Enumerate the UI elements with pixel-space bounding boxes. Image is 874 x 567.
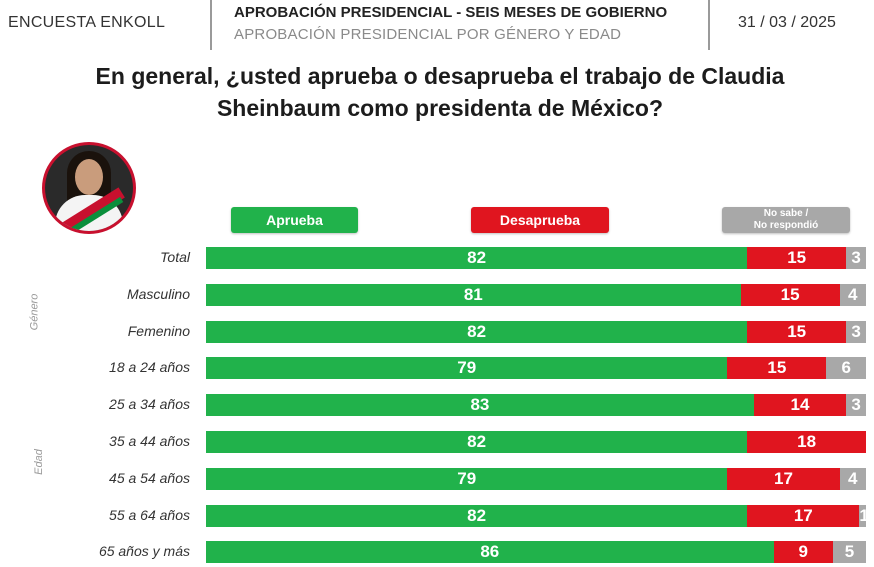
bar-segment-aprueba: [206, 504, 748, 527]
bar-segment-no-sabe: [833, 541, 866, 564]
data-label-no-sabe: 3: [851, 321, 861, 341]
bar-segment-aprueba: [206, 394, 754, 417]
bar-segment-aprueba: [206, 541, 774, 564]
header-date: 31 / 03 / 2025: [738, 14, 836, 31]
bar-segment-no-sabe: [839, 283, 866, 306]
data-label-aprueba: 79: [457, 358, 477, 378]
data-label-desaprueba: 15: [767, 358, 787, 378]
data-label-aprueba: 83: [470, 395, 490, 415]
header-divider: [210, 0, 212, 50]
bar-segment-desaprueba: [740, 283, 840, 306]
bar-segment-no-sabe: [846, 247, 866, 269]
legend-aprueba: Aprueba: [231, 207, 358, 233]
data-label-no-sabe: 4: [848, 468, 858, 488]
data-label-aprueba: 86: [480, 542, 500, 562]
bar-segment-no-sabe: [859, 504, 866, 527]
data-label-no-sabe: 6: [841, 358, 851, 378]
bar-segment-aprueba: [206, 247, 748, 269]
legend-no-sabe-line-1: No sabe /: [763, 208, 809, 219]
bar-segment-desaprueba: [727, 467, 840, 490]
question-line-1: En general, ¿usted aprueba o desaprueba …: [95, 63, 785, 89]
legend-desaprueba: Desaprueba: [471, 207, 609, 233]
header-title: APROBACIÓN PRESIDENCIAL - SEIS MESES DE …: [234, 4, 668, 21]
question-title: En general, ¿usted aprueba o desaprueba …: [40, 60, 840, 124]
data-label-no-sabe: 4: [848, 284, 858, 304]
data-label-desaprueba: 15: [787, 321, 807, 341]
president-photo: [42, 142, 136, 234]
bar-segment-desaprueba: [773, 541, 833, 564]
legend-no-sabe: No sabe / No respondió: [722, 207, 850, 233]
data-label-aprueba: 82: [467, 432, 487, 451]
category-label: 45 a 54 años: [109, 469, 190, 486]
bar-segment-desaprueba: [753, 394, 847, 417]
bar-segment-desaprueba: [747, 247, 847, 269]
category-label: 55 a 64 años: [109, 506, 190, 523]
data-label-desaprueba: 14: [790, 395, 810, 415]
legend-desaprueba-label: Desaprueba: [499, 212, 581, 228]
bar-segment-no-sabe: [839, 467, 866, 490]
category-label: Femenino: [127, 322, 190, 339]
data-label-aprueba: 82: [467, 248, 487, 267]
legend-aprueba-label: Aprueba: [266, 212, 323, 228]
bar-segment-desaprueba: [747, 431, 866, 453]
bar-segment-no-sabe: [846, 320, 866, 343]
header: ENCUESTA ENKOLL APROBACIÓN PRESIDENCIAL …: [0, 0, 874, 50]
data-label-aprueba: 82: [467, 505, 487, 525]
data-label-no-sabe: 5: [844, 542, 855, 562]
bar-segment-aprueba: [206, 320, 748, 343]
data-label-aprueba: 81: [463, 284, 483, 304]
bar-segment-aprueba: [206, 357, 728, 380]
legend-no-sabe-line-2: No respondió: [753, 220, 819, 231]
data-label-aprueba: 79: [457, 468, 477, 488]
data-label-desaprueba: 17: [774, 468, 793, 488]
bar-segment-aprueba: [206, 283, 741, 306]
bar-segment-no-sabe: [846, 394, 866, 417]
data-label-desaprueba: 15: [780, 284, 800, 304]
bar-segment-aprueba: [206, 467, 728, 490]
data-label-no-sabe: 3: [851, 395, 861, 415]
data-label-desaprueba: 9: [798, 542, 809, 562]
data-label-desaprueba: 18: [797, 432, 817, 451]
bar-segment-desaprueba: [747, 320, 847, 343]
category-label: 35 a 44 años: [109, 433, 190, 449]
data-label-no-sabe: 1: [859, 505, 869, 525]
bar-segment-no-sabe: [826, 357, 866, 380]
category-label: Masculino: [126, 285, 190, 302]
category-label: Total: [160, 249, 190, 265]
header-subtitle: APROBACIÓN PRESIDENCIAL POR GÉNERO Y EDA…: [234, 26, 622, 43]
bar-segment-desaprueba: [727, 357, 827, 380]
category-label: 25 a 34 años: [109, 396, 190, 413]
category-label: 65 años y más: [98, 543, 190, 560]
data-label-desaprueba: 15: [787, 248, 807, 267]
data-label-no-sabe: 3: [851, 248, 861, 267]
header-divider: [708, 0, 710, 50]
bar-segment-aprueba: [206, 431, 748, 453]
bar-segment-desaprueba: [747, 504, 860, 527]
brand-label: ENCUESTA ENKOLL: [8, 14, 166, 31]
category-label: 18 a 24 años: [109, 359, 190, 376]
data-label-aprueba: 82: [467, 321, 487, 341]
data-label-desaprueba: 17: [793, 505, 813, 525]
question-line-2: Sheinbaum como presidenta de México?: [216, 95, 664, 121]
